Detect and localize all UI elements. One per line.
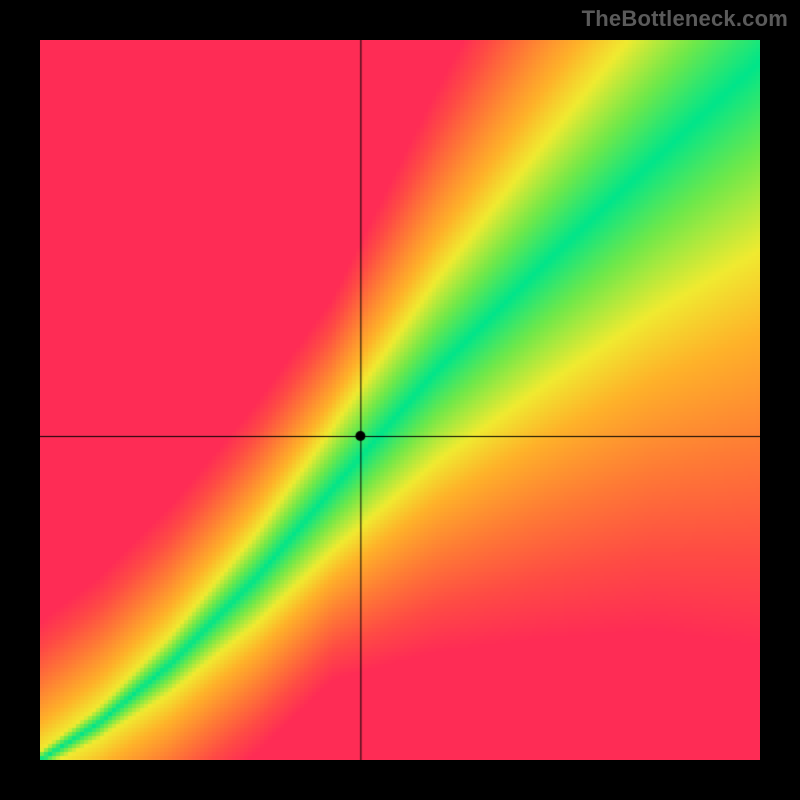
plot-area <box>40 40 760 760</box>
chart-frame: TheBottleneck.com <box>0 0 800 800</box>
heatmap-canvas <box>40 40 760 760</box>
watermark-text: TheBottleneck.com <box>582 6 788 32</box>
